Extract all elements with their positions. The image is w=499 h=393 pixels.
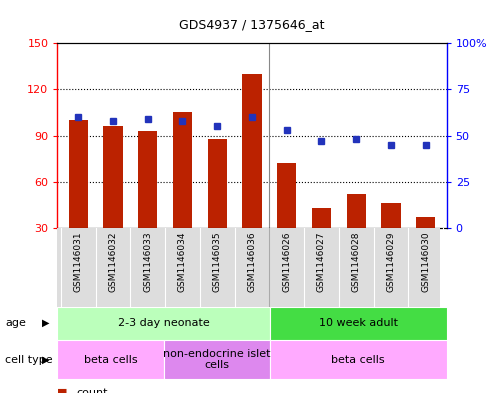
Text: ▶: ▶ [42, 318, 50, 328]
Bar [381, 203, 401, 228]
Bar [243, 74, 261, 228]
Text: GSM1146036: GSM1146036 [248, 232, 256, 292]
Bar [269, 307, 447, 340]
Bar [164, 340, 269, 379]
Text: beta cells: beta cells [331, 354, 385, 365]
Text: GSM1146032: GSM1146032 [108, 232, 117, 292]
Text: age: age [5, 318, 26, 328]
Text: non-endocrine islet
cells: non-endocrine islet cells [163, 349, 270, 370]
Text: count: count [76, 388, 108, 393]
Text: ▶: ▶ [42, 354, 50, 365]
Bar [312, 208, 331, 228]
Bar [416, 217, 435, 228]
Text: GSM1146033: GSM1146033 [143, 232, 152, 292]
Text: 2-3 day neonate: 2-3 day neonate [118, 318, 210, 328]
Text: 10 week adult: 10 week adult [319, 318, 398, 328]
Text: GSM1146035: GSM1146035 [213, 232, 222, 292]
Bar [57, 340, 164, 379]
Bar [103, 127, 123, 228]
Text: cell type: cell type [5, 354, 52, 365]
Bar [138, 131, 157, 228]
Text: GSM1146034: GSM1146034 [178, 232, 187, 292]
Text: GSM1146030: GSM1146030 [421, 232, 430, 292]
Bar [69, 120, 88, 228]
Bar [277, 163, 296, 228]
Text: GSM1146027: GSM1146027 [317, 232, 326, 292]
Bar [57, 307, 269, 340]
Text: GSM1146026: GSM1146026 [282, 232, 291, 292]
Text: GSM1146031: GSM1146031 [74, 232, 83, 292]
Bar [347, 194, 366, 228]
Text: ■: ■ [57, 388, 68, 393]
Text: beta cells: beta cells [84, 354, 137, 365]
Bar [173, 112, 192, 228]
Text: GDS4937 / 1375646_at: GDS4937 / 1375646_at [179, 18, 325, 31]
Text: GSM1146028: GSM1146028 [352, 232, 361, 292]
Bar [269, 340, 447, 379]
Text: GSM1146029: GSM1146029 [387, 232, 396, 292]
Bar [208, 139, 227, 228]
